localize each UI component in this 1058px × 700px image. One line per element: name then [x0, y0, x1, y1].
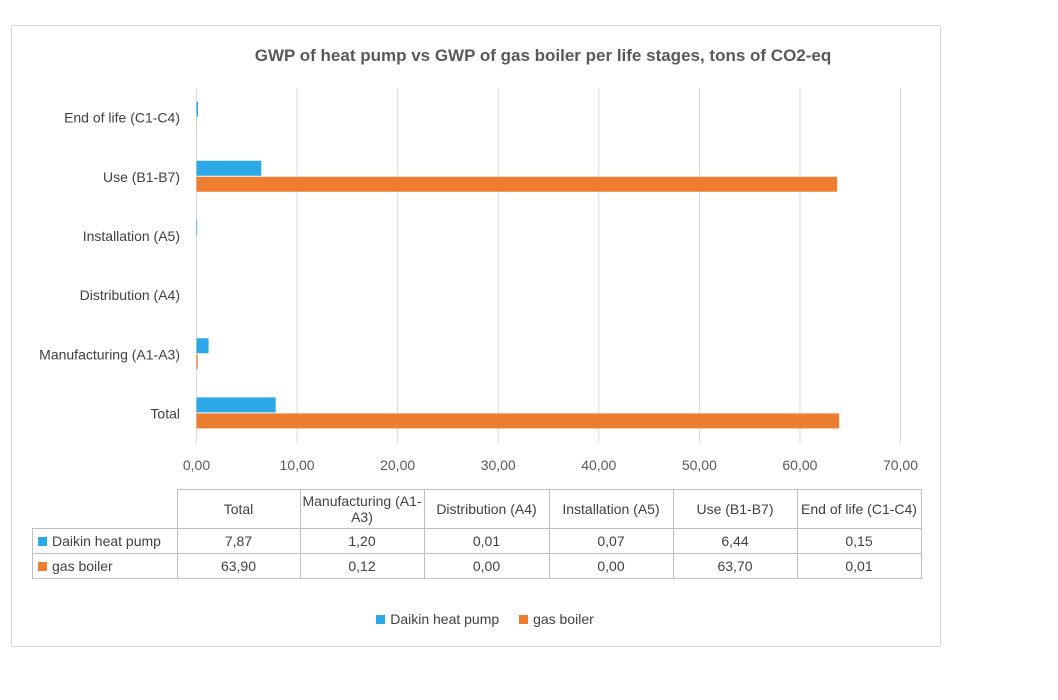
- series-name: Daikin heat pump: [52, 533, 161, 549]
- data-table: Total Manufacturing (A1-A3) Distribution…: [32, 489, 922, 579]
- x-tick-label: 10,00: [280, 457, 315, 473]
- x-tick-label: 70,00: [883, 457, 918, 473]
- table-cell: 1,20: [299, 528, 425, 554]
- table-row: Daikin heat pump 7,87 1,20 0,01 0,07 6,4…: [32, 528, 922, 554]
- y-category-label: End of life (C1-C4): [64, 110, 180, 126]
- bar-gas-boiler: [196, 354, 198, 370]
- table-cell: 0,01: [796, 553, 922, 579]
- table-cell: 0,12: [299, 553, 425, 579]
- table-cell: 0,01: [423, 528, 550, 554]
- data-table-header: Total Manufacturing (A1-A3) Distribution…: [32, 489, 922, 529]
- x-tick-label: 50,00: [682, 457, 717, 473]
- y-category-label: Distribution (A4): [80, 287, 180, 303]
- x-tick-label: 20,00: [380, 457, 415, 473]
- x-tick-label: 60,00: [782, 457, 817, 473]
- plot-area: 0,00 10,00 20,00 30,00 40,00 50,00 60,00 70,00 T…: [39, 88, 918, 473]
- x-tick-label: 30,00: [481, 457, 516, 473]
- table-series-label: Daikin heat pump: [32, 528, 178, 554]
- table-cell: 0,15: [796, 528, 922, 554]
- table-cell: 6,44: [672, 528, 798, 554]
- table-cell: 63,70: [672, 553, 798, 579]
- y-category-label: Installation (A5): [83, 228, 180, 244]
- gas-boiler-swatch: [38, 562, 47, 571]
- table-header-cell: End of life (C1-C4): [796, 489, 922, 529]
- table-header-cell: Manufacturing (A1-A3): [299, 489, 425, 529]
- table-header-cell: Distribution (A4): [423, 489, 550, 529]
- table-header-cell: Total: [176, 489, 301, 529]
- bar-gas-boiler: [196, 176, 838, 192]
- legend-item-gas-boiler[interactable]: gas boiler: [519, 611, 594, 627]
- table-cell: 0,00: [423, 553, 550, 579]
- bar-heat-pump: [196, 219, 198, 235]
- x-tick-label: 0,00: [183, 457, 210, 473]
- table-cell: 0,07: [548, 528, 674, 554]
- heat-pump-swatch: [38, 537, 47, 546]
- table-header-cell: Use (B1-B7): [672, 489, 798, 529]
- table-series-label: gas boiler: [32, 553, 178, 579]
- table-cell: 0,00: [548, 553, 674, 579]
- legend-label: gas boiler: [533, 611, 594, 627]
- y-category-label: Manufacturing (A1-A3): [39, 346, 180, 362]
- table-corner: [32, 489, 178, 529]
- chart-legend: Daikin heat pump gas boiler: [0, 611, 1014, 627]
- x-tick-label: 40,00: [581, 457, 616, 473]
- table-cell: 63,90: [176, 553, 301, 579]
- table-row: gas boiler 63,90 0,12 0,00 0,00 63,70 0,…: [32, 553, 922, 579]
- chart-title: GWP of heat pump vs GWP of gas boiler pe…: [254, 46, 832, 65]
- y-category-label: Total: [150, 405, 180, 421]
- table-cell: 7,87: [176, 528, 301, 554]
- y-category-label: Use (B1-B7): [103, 169, 180, 185]
- bar-heat-pump: [196, 338, 209, 354]
- table-header-cell: Installation (A5): [548, 489, 674, 529]
- bar-heat-pump: [196, 160, 262, 176]
- series-name: gas boiler: [52, 558, 113, 574]
- legend-swatch: [519, 615, 529, 624]
- bar-heat-pump: [196, 397, 276, 413]
- legend-label: Daikin heat pump: [390, 611, 500, 627]
- legend-swatch: [376, 615, 386, 624]
- legend-item-heat-pump[interactable]: Daikin heat pump: [376, 611, 499, 627]
- bar-heat-pump: [196, 101, 199, 117]
- bar-gas-boiler: [196, 413, 840, 429]
